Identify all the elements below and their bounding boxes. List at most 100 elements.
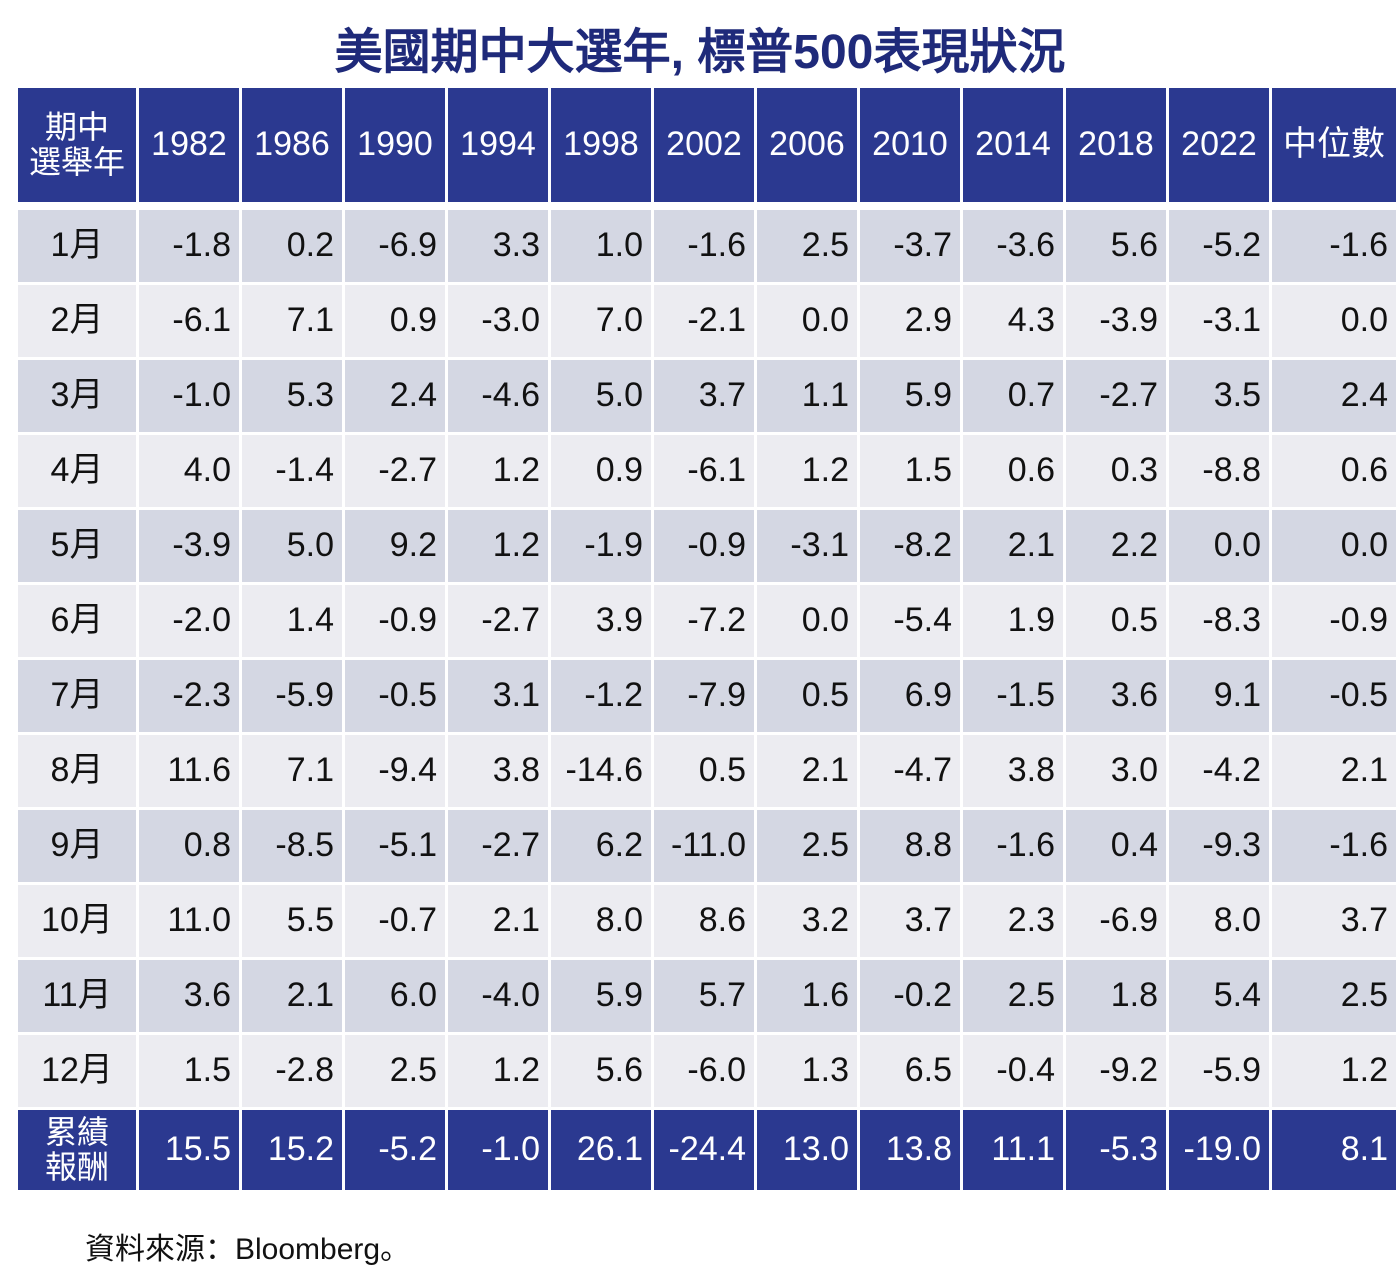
cell: -2.7 <box>345 435 445 507</box>
cell: 0.3 <box>1066 435 1166 507</box>
cell: 2.2 <box>1066 510 1166 582</box>
cell: -4.7 <box>860 735 960 807</box>
data-row: 6月 -2.0 1.4 -0.9 -2.7 3.9 -7.2 0.0 -5.4 1.9 0.5 -8.… <box>18 585 1396 657</box>
cell: 5.6 <box>1066 210 1166 282</box>
data-row: 9月 0.8 -8.5 -5.1 -2.7 6.2 -11.0 2.5 8.8 -1.6 0.4 -9… <box>18 810 1396 882</box>
cell: -7.9 <box>654 660 754 732</box>
cell: 2.5 <box>757 210 857 282</box>
cell: -3.9 <box>1066 285 1166 357</box>
cell: 0.5 <box>654 735 754 807</box>
cell: 0.7 <box>963 360 1063 432</box>
header-row: 期中 選舉年 1982 1986 1990 1994 1998 2002 2006 2010 20… <box>18 88 1396 202</box>
cell: 3.7 <box>654 360 754 432</box>
data-row: 8月 11.6 7.1 -9.4 3.8 -14.6 0.5 2.1 -4.7 3.8 3.0 -4.… <box>18 735 1396 807</box>
cell: -14.6 <box>551 735 651 807</box>
cell: -0.7 <box>345 885 445 957</box>
cell: 11.6 <box>139 735 239 807</box>
cell: -2.8 <box>242 1035 342 1107</box>
row-label: 累績 報酬 <box>18 1110 136 1190</box>
cell: 1998 <box>551 88 651 202</box>
cell: -5.9 <box>242 660 342 732</box>
data-row: 1月 -1.8 0.2 -6.9 3.3 1.0 -1.6 2.5 -3.7 -3.6 5.6 -5.… <box>18 210 1396 282</box>
cell: -19.0 <box>1169 1110 1269 1190</box>
cell: 1.3 <box>757 1035 857 1107</box>
cell: 0.5 <box>1066 585 1166 657</box>
cell: 1.2 <box>448 435 548 507</box>
cell: -2.0 <box>139 585 239 657</box>
cell: -5.2 <box>345 1110 445 1190</box>
cell: -2.1 <box>654 285 754 357</box>
cell: -7.2 <box>654 585 754 657</box>
cell: 0.0 <box>757 285 857 357</box>
data-row: 12月 1.5 -2.8 2.5 1.2 5.6 -6.0 1.3 6.5 -0.4 -9.2 -5.… <box>18 1035 1396 1107</box>
row-label: 6月 <box>18 585 136 657</box>
cell: 15.5 <box>139 1110 239 1190</box>
cell: 2.9 <box>860 285 960 357</box>
cell: 5.9 <box>860 360 960 432</box>
cell: -8.2 <box>860 510 960 582</box>
cell: 1.2 <box>1272 1035 1396 1107</box>
cell: 0.4 <box>1066 810 1166 882</box>
cell: 2014 <box>963 88 1063 202</box>
cell: -0.2 <box>860 960 960 1032</box>
cell: -3.7 <box>860 210 960 282</box>
cell: 2.1 <box>963 510 1063 582</box>
row-label: 3月 <box>18 360 136 432</box>
cell: -3.9 <box>139 510 239 582</box>
cell: -9.4 <box>345 735 445 807</box>
cell: 1.0 <box>551 210 651 282</box>
cell: -1.6 <box>1272 810 1396 882</box>
cell: -0.9 <box>345 585 445 657</box>
cell: 2.1 <box>448 885 548 957</box>
cell: 3.2 <box>757 885 857 957</box>
title: 美國期中大選年, 標普500表現狀況 <box>334 26 1066 79</box>
cell: -5.9 <box>1169 1035 1269 1107</box>
cell: -3.1 <box>757 510 857 582</box>
cell: -6.0 <box>654 1035 754 1107</box>
cell: 13.0 <box>757 1110 857 1190</box>
cell: 0.0 <box>1169 510 1269 582</box>
cell: -1.2 <box>551 660 651 732</box>
row-label: 8月 <box>18 735 136 807</box>
cell: 2.4 <box>1272 360 1396 432</box>
cell: 5.0 <box>242 510 342 582</box>
cell: 5.0 <box>551 360 651 432</box>
cell: 6.5 <box>860 1035 960 1107</box>
cell: -4.6 <box>448 360 548 432</box>
cell: 8.6 <box>654 885 754 957</box>
cell: -2.7 <box>448 585 548 657</box>
cell: 1.2 <box>448 1035 548 1107</box>
cell: 2018 <box>1066 88 1166 202</box>
cell: 0.0 <box>1272 285 1396 357</box>
cell: 8.8 <box>860 810 960 882</box>
cell: 2022 <box>1169 88 1269 202</box>
cell: 1.8 <box>1066 960 1166 1032</box>
cell: 0.9 <box>551 435 651 507</box>
spacer <box>18 205 1396 207</box>
total-row: 累績 報酬 15.5 15.2 -5.2 -1.0 26.1 -24.4 13.0 13.8 11… <box>18 1110 1396 1190</box>
cell: 1.9 <box>963 585 1063 657</box>
cell: 1.5 <box>139 1035 239 1107</box>
cell: 2.1 <box>1272 735 1396 807</box>
cell: -4.2 <box>1169 735 1269 807</box>
cell: 0.8 <box>139 810 239 882</box>
cell: 13.8 <box>860 1110 960 1190</box>
cell: -2.7 <box>448 810 548 882</box>
cell: 8.0 <box>1169 885 1269 957</box>
cell: -1.6 <box>654 210 754 282</box>
cell: -0.9 <box>1272 585 1396 657</box>
row-label: 10月 <box>18 885 136 957</box>
cell: 7.0 <box>551 285 651 357</box>
cell: -1.6 <box>963 810 1063 882</box>
cell: 3.5 <box>1169 360 1269 432</box>
data-row: 11月 3.6 2.1 6.0 -4.0 5.9 5.7 1.6 -0.2 2.5 1.8 5.4 2.… <box>18 960 1396 1032</box>
cell: 5.7 <box>654 960 754 1032</box>
cell: -3.1 <box>1169 285 1269 357</box>
cell: 3.1 <box>448 660 548 732</box>
cell: -11.0 <box>654 810 754 882</box>
row-label: 4月 <box>18 435 136 507</box>
cell: 2.5 <box>345 1035 445 1107</box>
cell: 1.4 <box>242 585 342 657</box>
cell: 0.5 <box>757 660 857 732</box>
cell: 0.2 <box>242 210 342 282</box>
